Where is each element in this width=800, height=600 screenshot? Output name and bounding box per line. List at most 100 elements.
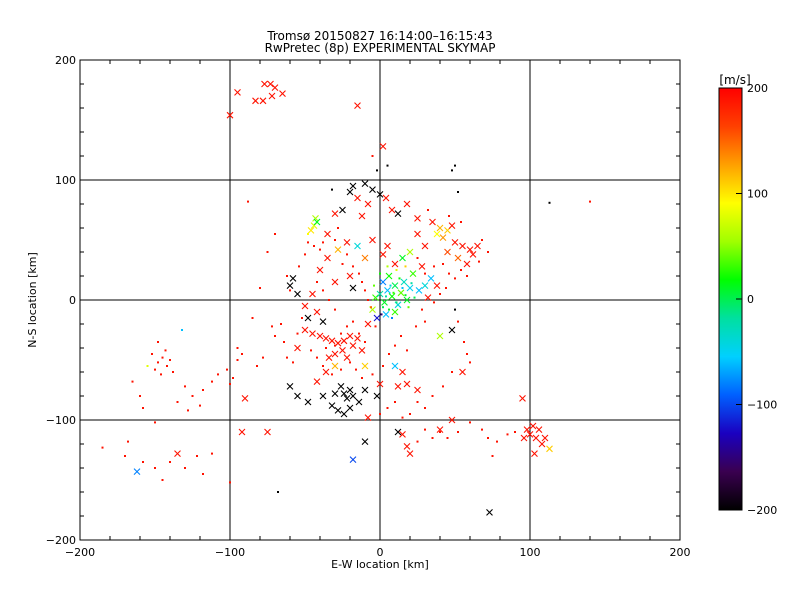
data-point-cross <box>433 230 441 238</box>
data-point-dot <box>371 373 374 376</box>
data-point-dot <box>283 341 285 343</box>
data-point-dot <box>433 265 435 268</box>
cross-stroke <box>429 218 436 226</box>
data-point-dot <box>319 248 321 251</box>
data-point-dot <box>286 356 288 359</box>
data-point-dot <box>386 265 389 268</box>
data-point-dot <box>439 431 441 433</box>
data-point-dot <box>358 272 360 275</box>
cross-stroke <box>361 386 369 394</box>
data-point-dot <box>406 349 408 352</box>
data-point-dot <box>481 428 483 431</box>
data-point-cross <box>403 443 411 450</box>
data-point-cross <box>373 314 381 322</box>
data-point-cross <box>406 248 414 256</box>
data-point-dot <box>169 461 171 463</box>
data-point-cross <box>436 224 444 232</box>
data-point-cross <box>418 263 426 270</box>
data-point-dot <box>256 365 258 367</box>
data-point-dot <box>296 332 299 335</box>
cross-stroke <box>394 428 402 436</box>
cross-stroke <box>364 320 372 328</box>
data-point-dot <box>322 365 324 367</box>
cross-stroke <box>354 102 361 109</box>
data-point-cross <box>397 289 405 297</box>
data-point-dot <box>184 385 186 388</box>
data-point-cross <box>301 326 309 334</box>
cross-stroke <box>451 239 459 246</box>
data-point-cross <box>354 242 361 250</box>
data-point-dot <box>385 295 387 298</box>
data-point-dot <box>226 368 228 371</box>
data-point-cross <box>324 230 331 238</box>
data-point-dot <box>466 353 468 355</box>
data-point-dot <box>427 209 429 211</box>
data-point-cross <box>304 398 312 406</box>
data-point-dot <box>431 395 434 397</box>
data-point-dot <box>307 233 309 235</box>
data-point-dot <box>364 289 366 292</box>
data-point-cross <box>436 426 444 433</box>
data-point-dot <box>442 385 444 388</box>
cross-stroke <box>279 90 286 97</box>
data-point-cross <box>268 92 276 100</box>
cross-stroke <box>436 426 444 433</box>
data-point-dot <box>316 356 318 359</box>
cross-stroke <box>466 246 474 253</box>
data-point-cross <box>369 236 376 244</box>
cross-stroke <box>418 263 426 270</box>
data-point-cross <box>379 143 387 150</box>
data-point-cross <box>361 254 369 262</box>
cross-stroke <box>520 434 528 442</box>
data-point-cross <box>364 200 372 208</box>
cross-stroke <box>174 450 181 457</box>
data-point-cross <box>376 290 384 298</box>
cross-stroke <box>361 180 369 187</box>
data-point-dot <box>394 344 396 347</box>
data-point-dot <box>211 380 213 383</box>
data-point-cross <box>340 337 348 345</box>
data-point-dot <box>124 455 126 457</box>
data-point-dot <box>181 329 183 331</box>
data-point-cross <box>372 294 379 301</box>
data-point-cross <box>439 234 447 241</box>
cross-stroke <box>355 398 363 406</box>
data-point-cross <box>436 332 444 340</box>
cross-stroke <box>414 386 421 394</box>
data-point-dot <box>202 473 204 475</box>
data-point-cross <box>529 422 537 430</box>
data-point-cross <box>403 380 411 388</box>
cross-stroke <box>546 445 553 453</box>
data-point-cross <box>346 188 354 196</box>
cross-stroke <box>384 287 391 294</box>
data-point-dot <box>251 317 254 319</box>
colorbar-tick-label: 200 <box>747 82 768 95</box>
cross-stroke <box>538 440 546 448</box>
cross-stroke <box>241 395 249 402</box>
data-point-cross <box>369 186 376 193</box>
data-point-dot <box>187 409 189 412</box>
cross-stroke <box>313 308 321 316</box>
data-point-dot <box>416 401 419 403</box>
data-point-dot <box>146 365 149 367</box>
data-point-cross <box>520 434 528 442</box>
cross-stroke <box>294 290 301 298</box>
data-point-dot <box>442 263 444 265</box>
data-point-dot <box>142 461 144 463</box>
data-point-cross <box>358 212 366 220</box>
data-point-cross <box>309 330 316 337</box>
data-point-dot <box>280 323 282 325</box>
data-point-cross <box>532 434 540 442</box>
data-point-cross <box>289 275 297 282</box>
data-point-dot <box>416 440 419 443</box>
data-point-dot <box>466 275 468 277</box>
data-point-dot <box>154 421 156 424</box>
data-point-cross <box>334 407 342 414</box>
data-point-cross <box>361 362 369 370</box>
cross-stroke <box>369 306 376 313</box>
data-point-cross <box>391 282 399 289</box>
cross-stroke <box>334 407 342 414</box>
data-point-dot <box>382 365 384 367</box>
data-point-dot <box>379 272 381 275</box>
